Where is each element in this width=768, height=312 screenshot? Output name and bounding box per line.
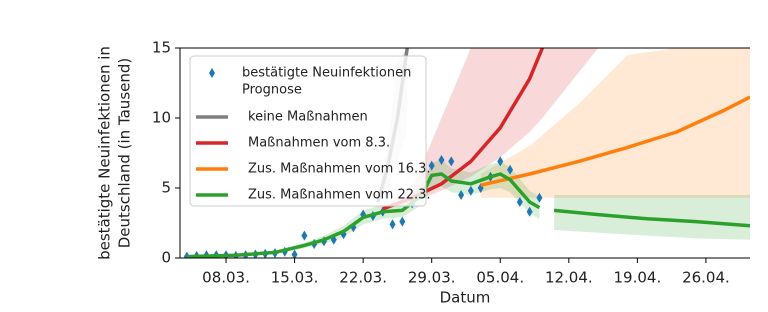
x-axis-title: Datum <box>440 289 491 307</box>
legend: bestätigte Neuinfektionen Prognose keine M… <box>189 55 431 207</box>
x-tick-label: 26.04. <box>682 269 730 287</box>
data-point <box>526 206 533 217</box>
y-tick-label: 5 <box>161 179 171 197</box>
x-tick-label: 22.03. <box>339 269 387 287</box>
forecast-line <box>480 95 750 187</box>
legend-label: keine Maßnahmen <box>248 110 368 125</box>
data-point <box>399 216 406 227</box>
data-point <box>301 230 308 241</box>
x-tick-label: 12.04. <box>545 269 593 287</box>
data-point <box>448 156 455 167</box>
data-point <box>428 160 435 171</box>
y-tick-label: 0 <box>161 249 171 267</box>
forecast-line <box>553 208 750 228</box>
data-point <box>516 197 523 207</box>
x-tick-label: 29.03. <box>408 269 456 287</box>
data-point <box>507 164 514 175</box>
bands <box>186 48 750 258</box>
confidence-band <box>382 48 599 211</box>
data-point <box>389 219 396 230</box>
y-axis-title: bestätigte Neuinfektionen in <box>96 46 114 260</box>
data-point <box>458 190 465 200</box>
data-point <box>438 155 445 165</box>
legend-label: Zus. Maßnahmen vom 16.3. <box>248 162 431 177</box>
legend-label: Zus. Maßnahmen vom 22.3. <box>248 188 431 203</box>
legend-subtitle: Prognose <box>242 83 302 98</box>
y-tick-label: 10 <box>152 109 171 127</box>
axes: Datum bestätigte Neuinfektionen in Deuts… <box>96 39 750 307</box>
legend-label: bestätigte Neuinfektionen <box>242 66 411 81</box>
x-tick-label: 19.04. <box>614 269 662 287</box>
confidence-band <box>480 48 750 198</box>
data-point <box>467 185 474 196</box>
legend-marker <box>209 68 215 78</box>
confidence-band <box>186 160 540 258</box>
legend-label: Maßnahmen vom 8.3. <box>248 136 390 151</box>
data-point <box>291 249 298 258</box>
x-tick-label: 15.03. <box>271 269 319 287</box>
y-tick-label: 15 <box>152 39 171 57</box>
data-point <box>536 192 543 203</box>
data-point <box>497 156 504 167</box>
x-tick-label: 08.03. <box>202 269 250 287</box>
legend-box <box>189 55 427 207</box>
x-tick-label: 05.04. <box>476 269 524 287</box>
y-axis-title: Deutschland (in Tausend) <box>116 58 134 249</box>
